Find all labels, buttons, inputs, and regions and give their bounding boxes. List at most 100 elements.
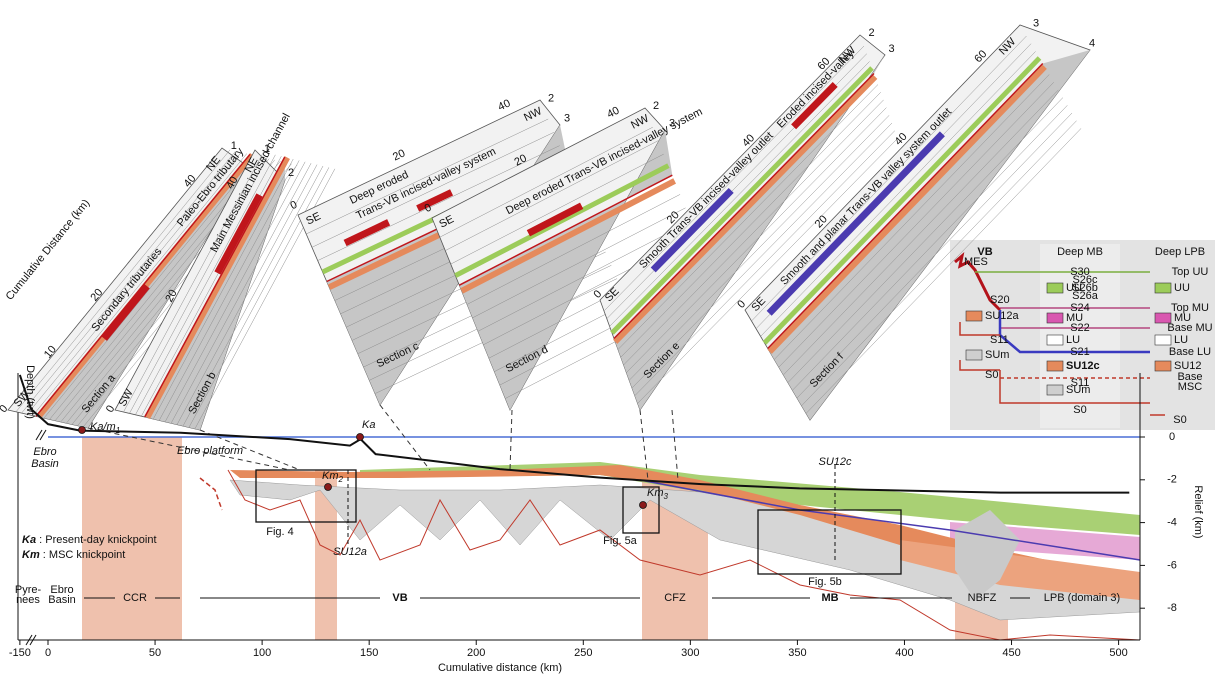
sections-title: Cumulative Distance (km) [4,197,93,302]
reflector [631,122,893,389]
panel-fill [614,55,885,410]
reflector [170,163,312,424]
reflector [603,45,865,312]
section-tick: 20 [163,288,179,304]
section-side-tick: 1 [231,140,237,152]
reflector [176,164,318,425]
legend-text: S26b [1072,282,1098,294]
legend-text: Top MU [1171,302,1209,314]
x-tick-label: 50 [149,647,161,659]
section-tick: 40 [496,97,512,113]
reflector [774,74,1050,360]
erosion-surface [458,174,673,286]
knickpoint [356,433,364,441]
highlight-bar [766,131,945,316]
key-entry: Km : MSC knickpoint [22,549,125,561]
reflector [623,99,884,366]
section-tick: 40 [224,175,240,191]
section-side-tick: 2 [548,92,554,104]
legend-text: S30 [1070,266,1090,278]
annotation: SU12c [818,456,852,468]
section-tick: 20 [512,152,528,168]
knickpoint-label: Km3 [647,487,669,501]
section-tick: 10 [42,344,59,361]
units [199,462,1141,641]
x-tick-label: 450 [1002,647,1020,659]
reflector [27,152,242,415]
reflector [609,61,870,327]
reflector [164,161,306,422]
domain-label: LPB (domain 3) [1044,592,1120,604]
highlight-bar [214,193,263,275]
key-meaning: : MSC knickpoint [40,549,126,561]
section-tick: 20 [391,147,407,163]
reflector [445,140,659,251]
knickpoint-name: Km [647,487,664,499]
annotation: Fig. 5a [603,535,638,547]
legend-text: MSC [1178,381,1203,393]
legend-text: S26a [1072,290,1099,302]
annotation: Ebro [33,446,56,458]
legend-text: SUm [985,349,1009,361]
reflector [439,126,653,238]
erosion-surface [35,153,251,417]
annotation: Basin [31,458,59,470]
reflector [43,155,259,419]
reflector [626,107,887,373]
y-tick-label: -6 [1167,559,1177,571]
legend-text: Base MU [1167,322,1212,334]
x-tick-label: 100 [253,647,271,659]
reflector [32,153,247,416]
domain-label: Ebro [50,584,73,596]
section-tick: 0 [0,403,11,415]
unit-band [762,56,1042,345]
reflector [123,151,264,413]
reflector [472,207,686,319]
reflector [783,89,1059,376]
knickpoint [78,426,86,434]
legend-lines [954,252,1165,416]
reflector [634,130,895,396]
reflector [787,97,1064,383]
reflector [805,128,1082,414]
knickpoint-sub: 1 [116,426,120,435]
panel-fill [767,50,1090,420]
annotation: Fig. 5b [808,576,842,588]
x-tick-label: 500 [1109,647,1127,659]
panel-fill [459,130,673,410]
connectors [87,404,679,481]
reflector [158,160,300,421]
section-side-tick: 3 [889,43,895,55]
domain-label: nees [16,594,40,606]
domain-label: Pyre- [15,584,42,596]
legend-text: S24 [1070,302,1090,314]
annotation: Ebro platform [177,445,243,457]
x-tick-label: 150 [360,647,378,659]
legend-text: S20 [990,294,1010,306]
y-tick-label: 0 [1169,431,1175,443]
knickpoint-label: Km2 [322,470,344,484]
y-axis-label: Relief (km) [1192,485,1204,538]
reflector [15,149,231,412]
domain-label: Basin [48,594,76,606]
section-side-tick: 2 [869,27,875,39]
legend-text: Top UU [1172,266,1209,278]
section-side-tick: 3 [1033,17,1039,29]
legend-text: S26c [1072,274,1098,286]
reflector [182,165,324,427]
section-side-tick: 1 [264,143,270,155]
unit-band [610,66,874,335]
legend-text: Base [1177,371,1202,383]
legend-text: LU [1066,334,1080,346]
key-meaning: : Present-day knickpoint [36,534,156,546]
knickpoint-name: Ka/m [90,421,116,433]
legend-text: MES [964,256,988,268]
domain-label: VB [392,592,407,604]
knickpoint-name: Km [322,470,339,482]
knickpoint [639,501,647,509]
annotation: Fig. 4 [266,526,294,538]
section-tick: 0 [104,403,117,414]
panel-fill [326,125,569,405]
y-tick-label: -2 [1167,474,1177,486]
